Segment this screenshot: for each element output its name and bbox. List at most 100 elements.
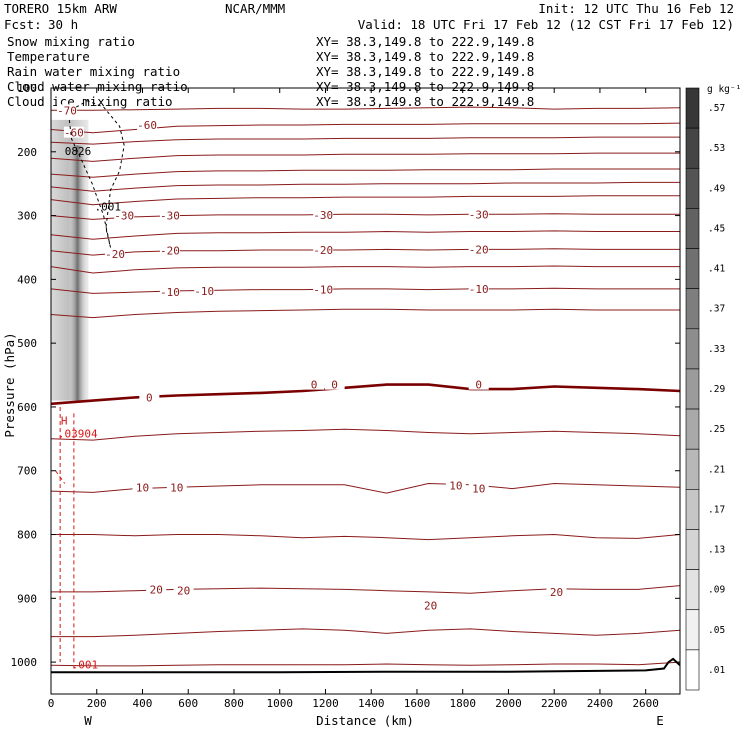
isotherm-label: 0 (331, 379, 338, 392)
isotherm-m25 (51, 230, 680, 240)
isotherm-label-bg (313, 283, 334, 295)
y-tick-label: 1000 (11, 656, 38, 669)
colorbar-swatch (685, 208, 700, 249)
colorbar-label: .45 (708, 223, 725, 234)
rain-contour-label: .001 (72, 658, 99, 671)
isotherm-label: -60 (137, 119, 157, 132)
isotherm-label: -30 (114, 210, 134, 223)
snow-core (68, 145, 87, 401)
legend-cloudice-label: Cloud ice mixing ratio (7, 94, 173, 109)
x-tick-label: 2400 (587, 697, 614, 710)
isotherm-label-bg (132, 481, 153, 493)
isotherm-m45 (51, 168, 680, 178)
colorbar-label: .49 (708, 183, 725, 194)
isotherm-label-bg (159, 209, 180, 221)
colorbar-label: .09 (708, 585, 725, 596)
y-tick-label: 500 (17, 337, 37, 350)
isotherm-label: 20 (424, 599, 437, 612)
isotherm-label: 20 (150, 583, 163, 596)
y-tick-label: 600 (17, 401, 37, 414)
x-tick-label: 600 (178, 697, 198, 710)
rain-high-value: .03904 (58, 427, 98, 440)
isotherm-label-bg (194, 284, 215, 296)
fcst-label: Fcst: (4, 17, 42, 32)
colorbar-label: .17 (708, 504, 725, 515)
legend-rain-xy: XY= 38.3,149.8 to 222.9,149.8 (316, 64, 534, 79)
isotherm-label-bg (468, 378, 489, 390)
isotherm-m40 (51, 181, 680, 192)
colorbar-label: .13 (708, 545, 725, 556)
isotherm-10 (51, 482, 680, 494)
isotherm-15 (51, 533, 680, 541)
colorbar-swatch (685, 328, 700, 370)
isotherm-label: -20 (105, 248, 125, 261)
isotherm-label-bg (173, 584, 194, 596)
rain-high-symbol: H (61, 414, 68, 427)
x-tick-label: 1200 (312, 697, 339, 710)
colorbar: .57 .53 .49 .45 .41 .37 .33 .29 .25 .21 .17 .13 .09.… (685, 87, 725, 691)
x-tick-label: 1600 (404, 697, 431, 710)
colorbar-label: .21 (708, 464, 725, 475)
colorbar-label: .57 (708, 103, 725, 114)
isotherm-25 (51, 628, 680, 638)
isotherm-label: 10 (170, 481, 183, 494)
isotherm-label: 20 (550, 586, 563, 599)
isotherm-m70 (51, 106, 680, 111)
x-tick-label: 2600 (632, 697, 659, 710)
colorbar-swatch (685, 529, 700, 570)
colorbar-label: .05 (708, 625, 725, 636)
colorbar-swatch (685, 569, 700, 611)
rain-contour-small (55, 470, 66, 484)
isotherm-m10 (51, 287, 680, 294)
isotherm-m30 (51, 213, 680, 220)
colorbar-swatch (685, 167, 700, 209)
cloud-ice-contour (68, 100, 125, 248)
isotherm-m5 (51, 308, 680, 319)
legend: Snow mixing ratio XY= 38.3,149.8 to 222.… (7, 34, 534, 109)
isotherm-label-bg (304, 378, 325, 390)
legend-snow-xy: XY= 38.3,149.8 to 222.9,149.8 (316, 34, 534, 49)
isotherm-label-bg (313, 208, 334, 220)
isotherm-label-bg (468, 482, 489, 494)
isotherm-label: -10 (469, 283, 489, 296)
colorbar-label: .53 (708, 143, 725, 154)
isotherm-label: -10 (313, 284, 333, 297)
colorbar-swatch (685, 489, 700, 530)
isotherm-label: -30 (313, 209, 333, 222)
y-axis-title: Pressure (hPa) (2, 332, 17, 437)
isotherm-20 (51, 585, 680, 594)
colorbar-label: .33 (708, 344, 725, 355)
y-tick-label: 700 (17, 465, 37, 478)
isotherm-m20 (51, 248, 680, 256)
isotherm-label-bg (114, 209, 135, 221)
legend-temperature-label: Temperature (7, 49, 90, 64)
x-tick-label: 2000 (495, 697, 522, 710)
isotherm-label: -30 (160, 210, 180, 223)
legend-cloudwater-xy: XY= 38.3,149.8 to 222.9,149.8 (316, 79, 534, 94)
init-time: Init: 12 UTC Thu 16 Feb 12 (538, 1, 734, 16)
isotherm-label: -20 (313, 244, 333, 257)
x-tick-label: 2200 (541, 697, 568, 710)
isotherm-label-bg (57, 104, 78, 116)
colorbar-swatch (685, 408, 700, 450)
x-tick-label: 1800 (449, 697, 476, 710)
x-tick-label: 0 (48, 697, 55, 710)
isotherm-label: 20 (177, 585, 190, 598)
colorbar-swatch (685, 87, 700, 129)
x-axis-title: Distance (km) (316, 713, 414, 728)
isotherm-label: -10 (160, 286, 180, 299)
colorbar-swatch (685, 288, 700, 330)
legend-rain-label: Rain water mixing ratio (7, 64, 180, 79)
isotherm-label: -30 (469, 208, 489, 221)
isotherm-label-bg (324, 378, 345, 390)
legend-snow-label: Snow mixing ratio (7, 34, 135, 49)
west-label: W (84, 713, 92, 728)
colorbar-label: .29 (708, 384, 725, 395)
isotherm-label-bg (468, 282, 489, 294)
isotherm-label-bg (105, 247, 126, 259)
isotherm-label-bg (159, 286, 180, 298)
isotherm-m15 (51, 265, 680, 274)
isotherm-label: -60 (64, 127, 84, 140)
x-tick-label: 1000 (266, 697, 293, 710)
